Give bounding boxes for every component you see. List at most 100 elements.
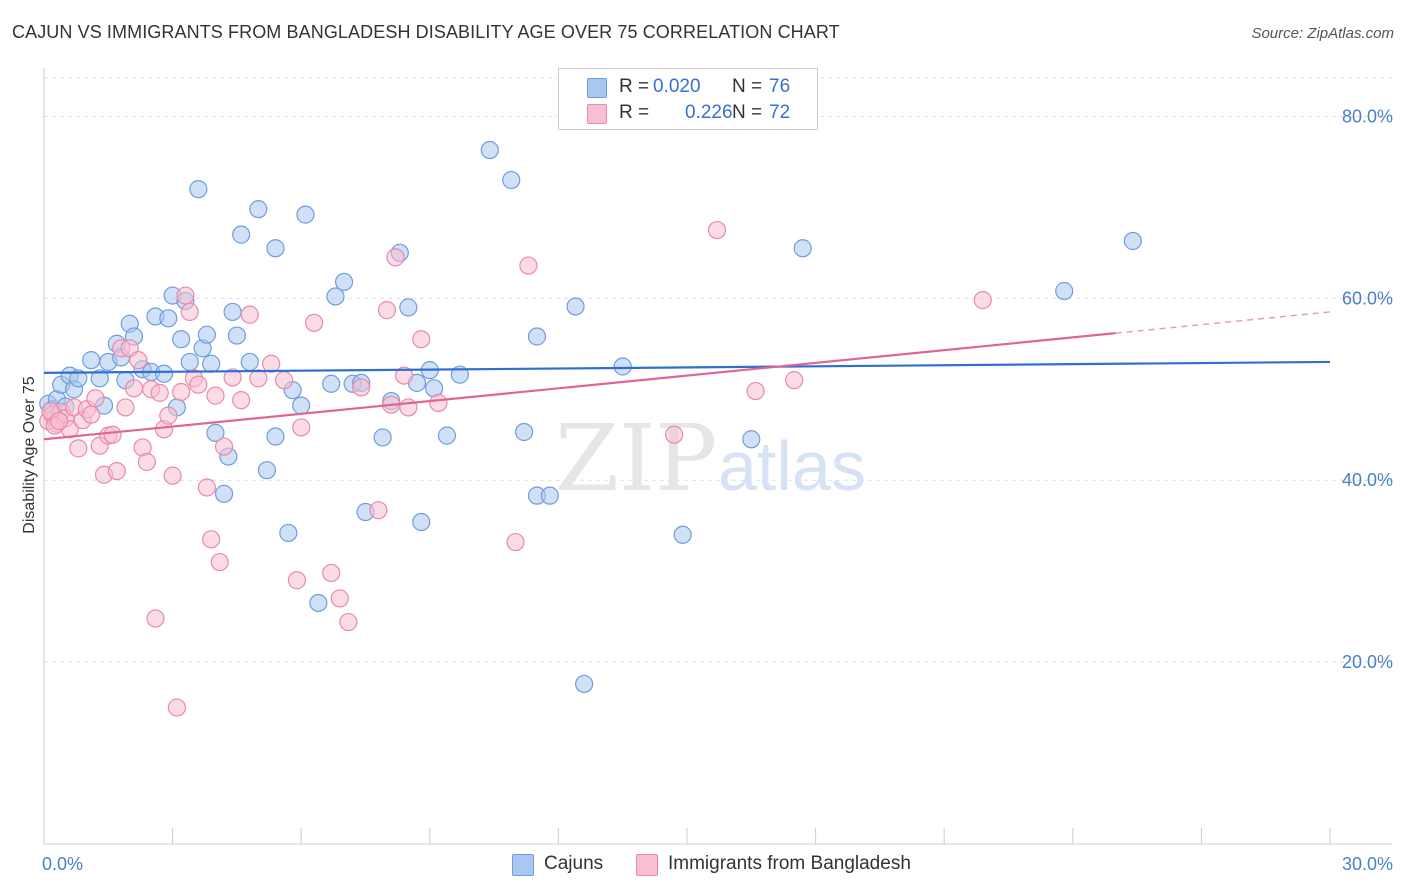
bangladesh-point xyxy=(206,386,225,405)
cajun-point xyxy=(613,357,632,376)
cajun-point xyxy=(227,326,246,345)
cajun-point xyxy=(214,484,234,503)
data-points xyxy=(39,140,1142,717)
cajun-point xyxy=(90,369,109,388)
axis-labels: 20.0% 40.0% 60.0% 80.0% 0.0% 30.0% xyxy=(42,106,1393,874)
bangladesh-point xyxy=(292,418,311,437)
cajun-point xyxy=(437,426,457,445)
bangladesh-point xyxy=(322,563,341,583)
cajun-point xyxy=(257,461,277,480)
bangladesh-point xyxy=(202,530,221,549)
bangladesh-point xyxy=(176,286,195,305)
axes xyxy=(43,68,1392,845)
cajun-point xyxy=(566,297,585,316)
bangladesh-point xyxy=(124,379,144,398)
x-tick-label: 30.0% xyxy=(1342,854,1393,874)
cajun-point xyxy=(575,674,594,694)
cajun-point xyxy=(793,239,812,258)
cajun-point xyxy=(673,525,692,544)
bangladesh-point xyxy=(232,391,251,410)
bangladesh-trend-extension xyxy=(1115,311,1331,334)
source-credit: Source: ZipAtlas.com xyxy=(1251,25,1394,42)
bangladesh-point xyxy=(197,478,216,497)
cajun-point xyxy=(240,352,259,372)
r-value: 0.226 xyxy=(685,102,733,123)
bangladesh-point xyxy=(287,571,307,590)
cajun-point xyxy=(223,302,242,322)
bangladesh-point xyxy=(189,375,208,394)
bangladesh-point xyxy=(210,552,229,572)
cajun-point xyxy=(249,200,268,219)
bangladesh-point xyxy=(159,406,178,425)
n-label: N = xyxy=(732,76,763,97)
bangladesh-point xyxy=(339,612,358,632)
cajun-point xyxy=(206,423,225,442)
cajun-point xyxy=(266,239,285,258)
bangladesh-point xyxy=(214,437,234,456)
y-tick-label: 20.0% xyxy=(1342,652,1393,672)
bangladesh-point xyxy=(519,256,538,275)
cajun-point xyxy=(82,351,101,370)
cajun-point xyxy=(322,374,341,393)
cajun-point xyxy=(180,352,199,372)
bangladesh-point xyxy=(240,305,259,324)
bangladesh-point xyxy=(69,439,88,458)
cajuns-trend-line xyxy=(43,360,1331,374)
cajun-point xyxy=(189,180,208,199)
bangladesh-point xyxy=(665,425,684,444)
bangladesh-point xyxy=(274,371,294,390)
cajun-point xyxy=(154,364,174,383)
bangladesh-point xyxy=(506,532,525,552)
bangladesh-point xyxy=(394,366,414,385)
bangladesh-point xyxy=(103,425,122,444)
bangladesh-point xyxy=(785,371,804,390)
cajun-point xyxy=(69,369,88,388)
cajuns-legend-swatch xyxy=(512,854,534,876)
bangladesh-point xyxy=(707,220,727,240)
r-value: 0.020 xyxy=(653,76,701,97)
cajun-point xyxy=(1123,231,1142,251)
bangladesh-point xyxy=(377,301,397,320)
bangladesh-point xyxy=(146,609,165,628)
cajun-point xyxy=(296,205,315,224)
bangladesh-point xyxy=(82,405,101,424)
bangladesh-point xyxy=(304,313,324,332)
r-label: R = xyxy=(619,76,650,97)
y-tick-label: 80.0% xyxy=(1342,106,1393,126)
y-tick-label: 60.0% xyxy=(1342,288,1393,308)
watermark-zip: ZIP xyxy=(555,405,717,512)
cajun-point xyxy=(502,170,521,190)
bangladesh-point xyxy=(116,398,135,417)
n-value: 76 xyxy=(769,76,791,97)
bangladesh-point xyxy=(973,291,992,310)
watermark: ZIP atlas xyxy=(555,405,866,512)
cajun-point xyxy=(527,327,547,346)
bangladesh-point xyxy=(746,381,765,401)
cajun-point xyxy=(309,593,328,613)
bangladesh-point xyxy=(249,369,268,388)
cajun-point xyxy=(412,512,431,532)
n-label: N = xyxy=(732,102,763,123)
bangladesh-point xyxy=(369,501,388,520)
cajun-point xyxy=(159,309,178,328)
cajun-point xyxy=(399,298,418,317)
bangladesh-point xyxy=(172,382,191,402)
bangladesh-point xyxy=(330,589,349,608)
bangladesh-point xyxy=(163,466,182,485)
bangladesh-swatch xyxy=(587,104,607,124)
cajuns-swatch xyxy=(587,78,607,98)
cajun-point xyxy=(172,330,191,349)
bangladesh-point xyxy=(86,389,105,408)
cajun-point xyxy=(232,225,251,244)
cajun-point xyxy=(515,422,534,442)
bangladesh-point xyxy=(167,698,186,717)
bangladesh-point xyxy=(399,398,418,417)
bangladesh-point xyxy=(429,393,448,412)
y-axis-label: Disability Age Over 75 xyxy=(21,376,38,534)
bangladesh-point xyxy=(412,330,431,349)
bangladesh-legend-label: Immigrants from Bangladesh xyxy=(668,853,911,874)
bangladesh-point xyxy=(352,378,371,397)
bangladesh-point xyxy=(150,383,169,402)
bangladesh-point xyxy=(386,248,405,267)
